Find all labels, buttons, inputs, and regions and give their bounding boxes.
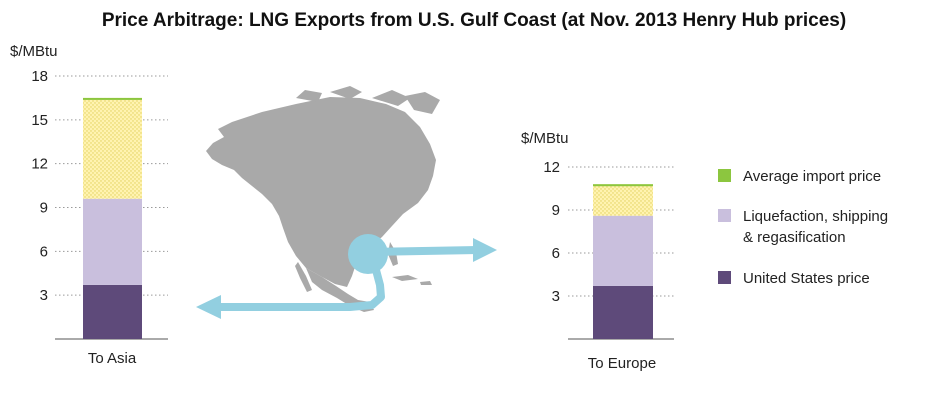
y-tick-labels-europe: 3 6 9 12: [543, 159, 560, 305]
bar-top-cap-europe: [593, 184, 653, 187]
bar-segment-us-price-europe: [593, 285, 653, 339]
bar-segment-average-import-price-europe: [593, 184, 653, 216]
bar-segments-europe: [593, 184, 653, 339]
legend-swatch-average-import-price: [718, 169, 731, 182]
y-tick-label-asia: 18: [31, 68, 48, 85]
gulf-coast-marker: [348, 234, 388, 274]
chart-to-europe: $/MBtu 3 6 9 12 To Europe: [521, 130, 674, 372]
y-tick-label-asia: 15: [31, 112, 48, 129]
bar-top-cap-asia: [83, 97, 142, 100]
arrow-head-to-asia: [196, 295, 221, 319]
y-axis-unit-asia: $/MBtu: [10, 43, 58, 60]
bar-segment-average-import-price-asia: [83, 97, 142, 199]
legend-swatch-liquefaction: [718, 209, 731, 222]
y-tick-label-asia: 12: [31, 156, 48, 173]
y-tick-label-europe: 9: [552, 202, 560, 219]
y-tick-label-europe: 12: [543, 159, 560, 176]
legend-label-liquefaction: Liquefaction, shipping & regasification: [743, 208, 889, 246]
legend-item-average-import-price: Average import price: [718, 166, 881, 187]
y-tick-labels-asia: 3 6 9 12 15 18: [31, 68, 48, 304]
legend-item-liquefaction: Liquefaction, shipping & regasification: [718, 206, 888, 248]
chart-title: Price Arbitrage: LNG Exports from U.S. G…: [101, 10, 847, 31]
bar-segment-liquefaction-asia: [83, 198, 142, 285]
arrow-head-to-europe: [473, 238, 497, 262]
y-tick-label-asia: 9: [40, 200, 48, 217]
north-america-map-icon: [206, 86, 440, 312]
y-tick-label-europe: 3: [552, 288, 560, 305]
bar-segment-liquefaction-europe: [593, 215, 653, 286]
y-tick-label-asia: 3: [40, 287, 48, 304]
export-arrows: [196, 234, 497, 319]
category-label-europe: To Europe: [588, 355, 656, 372]
y-tick-label-europe: 6: [552, 245, 560, 262]
legend-label-united-states-price: United States price: [743, 270, 870, 287]
legend-item-united-states-price: United States price: [718, 268, 870, 289]
chart-to-asia: $/MBtu 3 6 9 12 15 18 To Asia: [10, 43, 168, 367]
bar-segment-us-price-asia: [83, 284, 142, 339]
y-axis-unit-europe: $/MBtu: [521, 130, 569, 147]
y-tick-label-asia: 6: [40, 243, 48, 260]
bar-segments-asia: [83, 97, 142, 339]
category-label-asia: To Asia: [88, 350, 137, 367]
legend-swatch-united-states-price: [718, 271, 731, 284]
legend-label-average-import-price: Average import price: [743, 168, 882, 185]
